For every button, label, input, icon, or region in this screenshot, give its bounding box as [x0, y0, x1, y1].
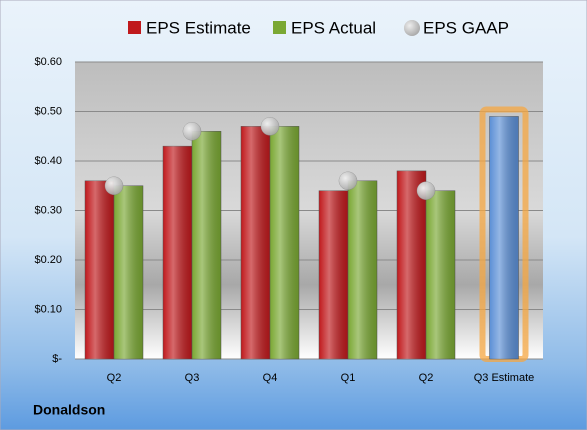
y-tick-label: $0.10 [34, 303, 62, 315]
y-tick-label: $0.60 [34, 56, 62, 68]
y-tick-label: $- [52, 353, 62, 365]
x-tick-label: Q4 [263, 372, 278, 384]
bar-shine [489, 116, 519, 359]
gaap-marker-shine [339, 171, 357, 190]
y-tick-label: $0.40 [34, 155, 62, 167]
legend-label: EPS Estimate [146, 18, 251, 37]
bar-shine [163, 146, 192, 359]
legend-swatch [273, 21, 286, 34]
gaap-marker-shine [417, 181, 435, 200]
gaap-marker-shine [105, 176, 123, 195]
y-tick-label: $0.50 [34, 105, 62, 117]
x-tick-label: Q3 Estimate [474, 372, 535, 384]
legend-label: EPS Actual [291, 18, 376, 37]
bar-shine [426, 190, 455, 359]
bar-shine [192, 131, 221, 359]
company-name: Donaldson [33, 402, 105, 418]
y-tick-label: $0.20 [34, 254, 62, 266]
bar-shine [397, 170, 426, 359]
legend-swatch [128, 21, 141, 34]
bar-shine [319, 190, 348, 359]
gaap-marker-shine [261, 117, 279, 136]
x-tick-label: Q3 [185, 372, 200, 384]
bar-shine [348, 180, 377, 359]
legend-marker-shine [404, 20, 420, 36]
x-tick-label: Q1 [341, 372, 356, 384]
x-tick-label: Q2 [419, 372, 434, 384]
bar-shine [114, 185, 143, 359]
bar-shine [85, 180, 114, 359]
gaap-marker-shine [183, 122, 201, 141]
bar-shine [241, 126, 270, 359]
y-tick-label: $0.30 [34, 204, 62, 216]
legend-label: EPS GAAP [423, 18, 509, 37]
x-tick-label: Q2 [107, 372, 122, 384]
bar-shine [270, 126, 299, 359]
